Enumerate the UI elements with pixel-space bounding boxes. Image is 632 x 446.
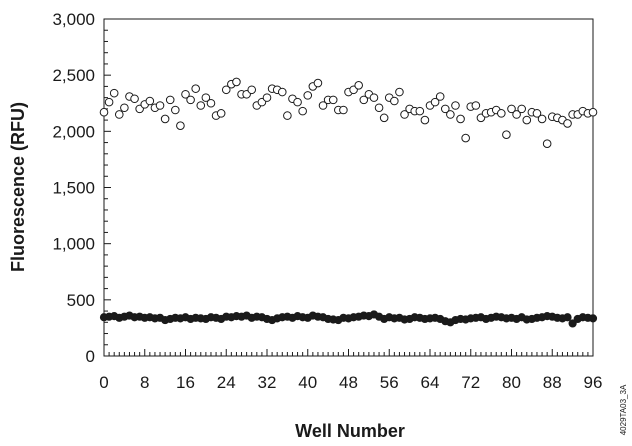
open-data-point xyxy=(196,101,206,110)
open-data-point xyxy=(104,97,114,107)
open-data-point xyxy=(512,110,521,119)
open-data-point xyxy=(537,114,547,124)
open-data-point xyxy=(165,95,175,105)
x-tick-label: 88 xyxy=(543,373,562,392)
open-data-point xyxy=(522,115,532,125)
x-tick-label: 64 xyxy=(421,373,440,392)
plot-axes xyxy=(103,18,594,357)
y-tick-label: 1,500 xyxy=(52,179,95,198)
y-tick-label: 1,000 xyxy=(52,235,95,254)
open-data-point xyxy=(359,95,369,105)
open-data-point xyxy=(497,109,506,118)
open-data-point xyxy=(517,104,526,114)
open-data-point xyxy=(532,109,542,118)
open-data-point xyxy=(145,96,155,106)
x-tick-label: 96 xyxy=(584,373,603,392)
open-data-point xyxy=(114,110,124,119)
open-data-point xyxy=(369,93,379,102)
open-data-point xyxy=(120,103,129,113)
x-tick-label: 0 xyxy=(99,373,108,392)
open-data-point xyxy=(277,87,287,97)
open-data-point xyxy=(303,91,313,100)
x-tick-label: 8 xyxy=(140,373,149,392)
open-data-point xyxy=(130,94,139,104)
open-data-point xyxy=(328,95,338,105)
open-data-point xyxy=(262,93,272,102)
y-axis-ticks: 0 500 1,000 1,500 2,000 2,500 3,000 xyxy=(52,10,111,366)
open-data-point xyxy=(283,111,292,120)
open-data-point xyxy=(374,103,384,113)
open-data-point xyxy=(354,80,363,90)
open-data-point xyxy=(563,119,572,128)
open-data-point xyxy=(318,101,328,110)
x-tick-label: 40 xyxy=(298,373,317,392)
filled-data-point xyxy=(588,314,598,323)
open-data-point xyxy=(461,133,470,143)
open-data-point xyxy=(440,104,450,114)
data-points xyxy=(99,77,598,328)
x-tick-label: 56 xyxy=(380,373,399,392)
x-tick-label: 48 xyxy=(339,373,358,392)
open-data-point xyxy=(181,89,190,99)
open-data-point xyxy=(109,88,119,98)
y-tick-label: 2,500 xyxy=(52,66,95,85)
open-data-point xyxy=(507,104,516,114)
open-data-point xyxy=(430,97,440,107)
open-data-point xyxy=(379,113,389,123)
x-tick-label: 80 xyxy=(502,373,521,392)
x-tick-label: 72 xyxy=(461,373,480,392)
open-data-point xyxy=(160,114,170,124)
open-data-point xyxy=(339,105,348,115)
open-data-point xyxy=(186,95,195,105)
open-data-point xyxy=(99,107,109,117)
figure-code: 4029TA03_3A xyxy=(619,384,628,435)
open-data-point xyxy=(247,85,257,95)
open-data-point xyxy=(390,96,399,106)
open-data-point xyxy=(298,106,307,116)
x-axis-title: Well Number xyxy=(295,421,405,441)
open-data-point xyxy=(176,121,185,131)
open-data-point xyxy=(191,84,200,93)
open-data-point xyxy=(201,93,211,102)
open-data-point xyxy=(155,101,165,110)
open-data-point xyxy=(232,77,241,87)
y-tick-label: 3,000 xyxy=(52,10,95,29)
y-axis-title: Fluorescence (RFU) xyxy=(8,102,28,272)
open-data-point xyxy=(395,87,404,97)
plot-frame xyxy=(103,18,594,357)
open-data-point xyxy=(400,110,409,119)
x-axis-ticks: 0 8 16 24 32 40 48 56 64 72 80 88 96 xyxy=(99,349,602,392)
open-data-point xyxy=(206,98,216,108)
open-data-point xyxy=(435,92,445,101)
filled-data-point xyxy=(563,313,572,322)
filled-data-point xyxy=(568,319,577,328)
open-data-point xyxy=(293,97,302,107)
open-data-point xyxy=(216,109,226,118)
open-data-point xyxy=(471,101,481,110)
open-data-point xyxy=(588,107,598,117)
open-data-point xyxy=(502,130,511,140)
open-data-point xyxy=(446,110,455,119)
y-tick-label: 0 xyxy=(86,347,95,366)
open-data-point xyxy=(415,106,425,116)
y-tick-label: 2,000 xyxy=(52,122,95,141)
open-data-point xyxy=(456,114,465,124)
y-tick-label: 500 xyxy=(67,291,95,310)
open-data-point xyxy=(451,101,460,110)
open-data-point xyxy=(171,105,180,115)
x-tick-label: 32 xyxy=(258,373,277,392)
open-data-point xyxy=(313,78,323,88)
x-tick-label: 16 xyxy=(176,373,195,392)
open-data-point xyxy=(542,139,552,148)
x-tick-label: 24 xyxy=(217,373,236,392)
open-data-point xyxy=(221,85,231,95)
open-data-point xyxy=(420,115,430,125)
